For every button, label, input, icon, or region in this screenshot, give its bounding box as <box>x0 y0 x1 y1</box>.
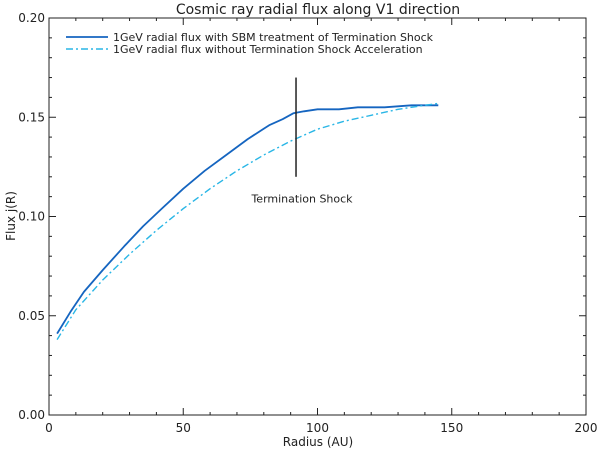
x-tick-label: 100 <box>306 421 329 435</box>
x-tick-label: 0 <box>45 421 53 435</box>
termination-shock-label: Termination Shock <box>250 193 353 206</box>
ticks-layer: 0 50 100 150 200 0.00 0.05 0.10 0.15 0.20 <box>18 11 597 435</box>
series-layer <box>56 102 439 340</box>
chart-title: Cosmic ray radial flux along V1 directio… <box>176 2 460 18</box>
legend: 1GeV radial flux with SBM treatment of T… <box>66 31 434 56</box>
y-tick-label: 0.00 <box>18 408 45 422</box>
series-line-1 <box>56 104 439 335</box>
y-tick-label: 0.20 <box>18 11 45 25</box>
legend-label-1: 1GeV radial flux with SBM treatment of T… <box>113 31 434 44</box>
x-axis-label: Radius (AU) <box>283 435 353 449</box>
series-line-2 <box>56 102 439 340</box>
x-tick-label: 50 <box>176 421 191 435</box>
annotation-layer: Termination Shock <box>250 77 353 206</box>
legend-label-2: 1GeV radial flux without Termination Sho… <box>113 43 423 56</box>
y-tick-label: 0.10 <box>18 210 45 224</box>
y-axis-label: Flux j(R) <box>4 191 18 241</box>
plot-area-frame <box>48 17 587 416</box>
y-tick-label: 0.15 <box>18 110 45 124</box>
x-tick-label: 150 <box>440 421 463 435</box>
y-tick-label: 0.05 <box>18 309 45 323</box>
x-tick-label: 200 <box>575 421 598 435</box>
